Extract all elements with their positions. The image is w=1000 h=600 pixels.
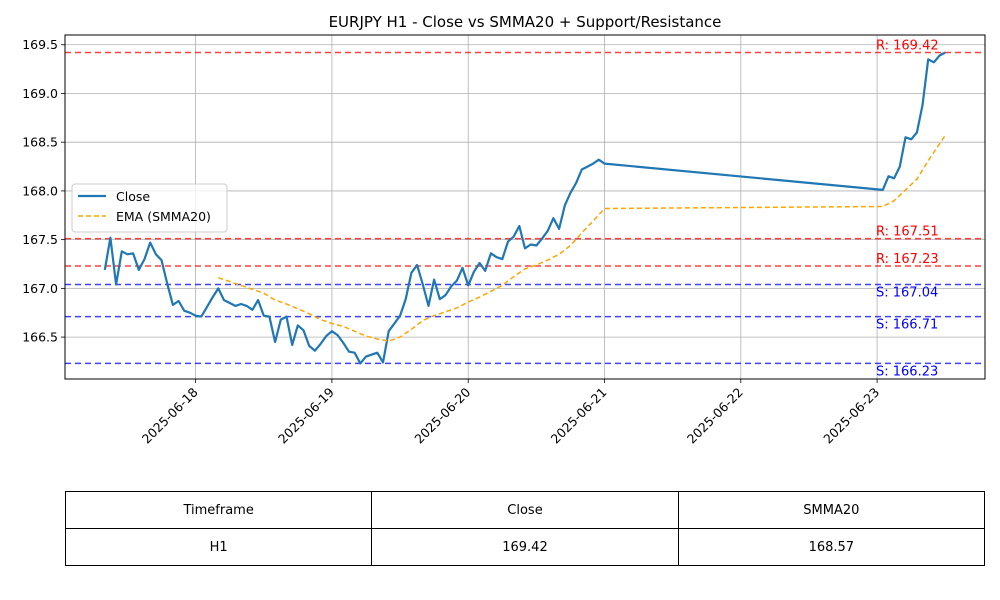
x-tick-label: 2025-06-19 bbox=[275, 384, 337, 446]
y-tick-label: 169.0 bbox=[22, 86, 58, 101]
y-tick-label: 168.5 bbox=[22, 135, 58, 150]
x-tick-label: 2025-06-22 bbox=[684, 385, 746, 447]
chart-title: EURJPY H1 - Close vs SMMA20 + Support/Re… bbox=[329, 13, 722, 31]
chart: EURJPY H1 - Close vs SMMA20 + Support/Re… bbox=[22, 13, 986, 446]
summary-table: Timeframe Close SMMA20 H1 169.42 168.57 bbox=[64, 491, 986, 566]
support-level-label: S: 166.23 bbox=[876, 364, 938, 379]
x-tick-label: 2025-06-20 bbox=[411, 384, 473, 446]
table-header-smma20: SMMA20 bbox=[677, 491, 986, 529]
resistance-level-label: R: 167.23 bbox=[876, 252, 939, 267]
legend-close-label: Close bbox=[116, 189, 150, 204]
y-tick-label: 169.5 bbox=[22, 37, 58, 52]
table-header-close: Close bbox=[371, 491, 679, 529]
x-tick-label: 2025-06-23 bbox=[820, 385, 882, 447]
y-tick-label: 167.5 bbox=[22, 232, 58, 247]
support-level-label: S: 166.71 bbox=[876, 318, 938, 333]
axis-ticks: 2025-06-18 2025-06-19 2025-06-20 2025-06-21… bbox=[22, 37, 882, 446]
x-tick-label: 2025-06-21 bbox=[548, 385, 610, 447]
close-series-line bbox=[103, 51, 946, 365]
resistance-level-label: R: 167.51 bbox=[876, 225, 939, 240]
table-header-row: Timeframe Close SMMA20 bbox=[64, 491, 986, 529]
table-row: H1 169.42 168.57 bbox=[64, 528, 986, 566]
legend: Close EMA (SMMA20) bbox=[71, 183, 228, 233]
smma20-series-line bbox=[218, 134, 946, 342]
support-resistance-lines: R: 169.42 R: 167.51 R: 167.23 S: 167.04 S: 1… bbox=[65, 39, 985, 379]
table-cell-timeframe: H1 bbox=[64, 528, 373, 566]
legend-smma-label: EMA (SMMA20) bbox=[116, 209, 211, 224]
series bbox=[103, 51, 946, 365]
table-cell-close: 169.42 bbox=[371, 528, 679, 566]
legend-box bbox=[71, 183, 228, 233]
table-cell-smma20: 168.57 bbox=[677, 528, 986, 566]
y-tick-label: 168.0 bbox=[22, 183, 58, 198]
y-tick-label: 167.0 bbox=[22, 281, 58, 296]
x-tick-label: 2025-06-18 bbox=[139, 384, 201, 446]
resistance-level-label: R: 169.42 bbox=[876, 39, 939, 54]
support-level-label: S: 167.04 bbox=[876, 285, 938, 300]
plot-frame bbox=[64, 34, 986, 380]
table-header-timeframe: Timeframe bbox=[64, 491, 373, 529]
y-tick-label: 166.5 bbox=[22, 330, 58, 345]
